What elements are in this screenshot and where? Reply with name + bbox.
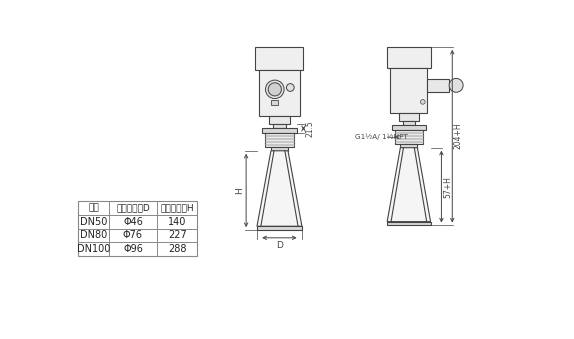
Text: 21.5: 21.5: [305, 120, 314, 137]
Bar: [255, 47, 304, 70]
Bar: [403, 121, 415, 125]
Bar: [390, 68, 428, 113]
Text: 喇叭口直径D: 喇叭口直径D: [116, 203, 150, 212]
Bar: [262, 128, 297, 133]
Bar: [269, 116, 290, 124]
Bar: [387, 47, 430, 68]
Bar: [400, 144, 417, 148]
Bar: [257, 226, 302, 230]
Text: DN80: DN80: [80, 231, 107, 240]
Text: 57+H: 57+H: [443, 176, 452, 198]
Bar: [399, 113, 419, 121]
Bar: [258, 70, 300, 116]
Bar: [265, 133, 294, 147]
Text: DN50: DN50: [80, 217, 107, 227]
Text: 204+H: 204+H: [454, 123, 463, 149]
Text: 140: 140: [168, 217, 187, 227]
Text: Φ76: Φ76: [123, 231, 143, 240]
Bar: [387, 222, 430, 225]
Text: H: H: [235, 187, 245, 194]
Bar: [273, 124, 286, 128]
Bar: [395, 130, 423, 144]
Text: 法兰: 法兰: [88, 203, 99, 212]
Bar: [428, 79, 449, 92]
Polygon shape: [387, 148, 430, 222]
Bar: [78, 201, 197, 256]
Text: Φ46: Φ46: [123, 217, 143, 227]
Text: 喇叭口高度H: 喇叭口高度H: [160, 203, 194, 212]
Text: Φ96: Φ96: [123, 244, 143, 254]
Circle shape: [266, 80, 284, 99]
Text: D: D: [276, 241, 283, 250]
Bar: [392, 125, 426, 130]
Circle shape: [268, 83, 281, 96]
Circle shape: [449, 78, 463, 92]
Circle shape: [286, 84, 294, 91]
Circle shape: [421, 100, 425, 104]
Text: 227: 227: [168, 231, 187, 240]
Polygon shape: [257, 151, 302, 226]
Text: G1½A/ 1½NPT: G1½A/ 1½NPT: [355, 134, 408, 140]
Bar: [272, 100, 278, 105]
Bar: [271, 147, 288, 151]
Text: DN100: DN100: [77, 244, 110, 254]
Text: 288: 288: [168, 244, 187, 254]
